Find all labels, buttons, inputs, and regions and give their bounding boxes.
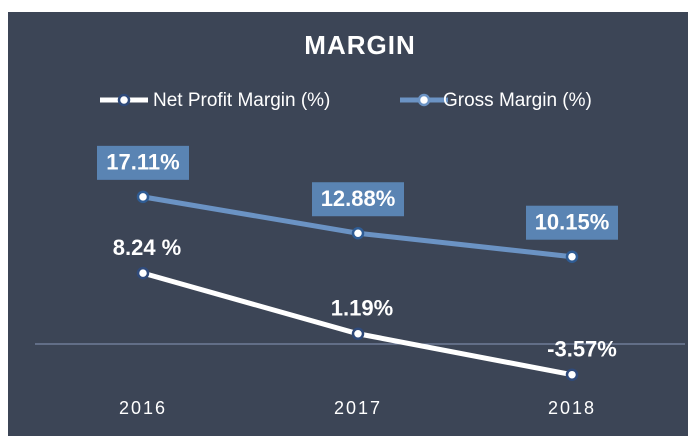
point-marker	[136, 190, 150, 204]
legend-marker	[417, 93, 431, 107]
value-label: 10.15%	[535, 210, 610, 235]
value-label: 8.24 %	[113, 235, 182, 260]
point-marker	[351, 226, 365, 240]
value-label: 1.19%	[331, 296, 393, 321]
legend-marker	[117, 93, 131, 107]
value-label: 17.11%	[106, 150, 179, 175]
x-tick-label: 2018	[548, 398, 596, 418]
point-marker	[351, 327, 365, 341]
value-label: 12.88%	[321, 186, 396, 211]
value-label-box	[312, 182, 404, 217]
point-marker	[136, 266, 150, 280]
x-tick-label: 2017	[334, 398, 382, 418]
legend-label: Net Profit Margin (%)	[153, 90, 330, 111]
value-label: -3.57%	[547, 337, 617, 362]
legend-label: Gross Margin (%)	[443, 90, 592, 111]
value-label-box	[526, 205, 618, 240]
point-marker	[565, 368, 579, 381]
x-tick-label: 2016	[119, 398, 167, 418]
point-marker	[565, 250, 579, 263]
chart-title: MARGIN	[304, 30, 415, 60]
value-label-box	[97, 145, 189, 180]
